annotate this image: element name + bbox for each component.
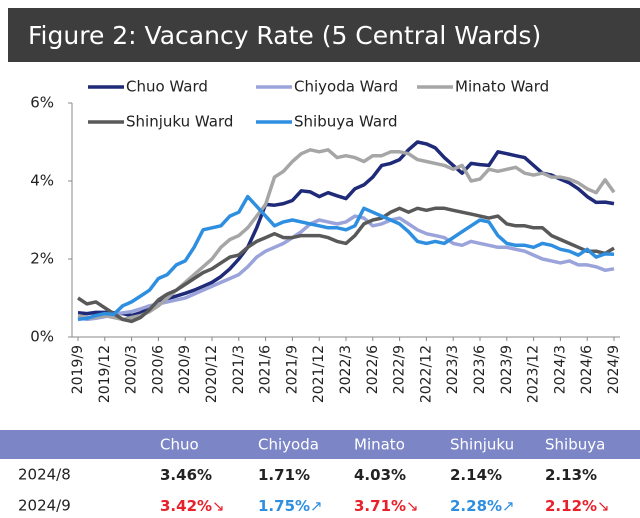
cell-value: 4.03% xyxy=(354,466,406,484)
x-tick-label: 2022/3 xyxy=(338,345,354,394)
series-line xyxy=(77,148,616,322)
legend-label: Shibuya Ward xyxy=(294,113,398,131)
x-tick-label: 2021/3 xyxy=(231,345,247,394)
row-label: 2024/9 xyxy=(18,497,71,515)
legend-label: Chiyoda Ward xyxy=(294,78,398,96)
x-tick-label: 2021/6 xyxy=(258,345,274,394)
cell-arrow: ↗ xyxy=(310,497,323,515)
series-line xyxy=(77,194,615,322)
x-tick-label: 2023/3 xyxy=(445,345,461,394)
table-cell: 2.14% xyxy=(450,466,502,484)
cell-arrow: ↗ xyxy=(502,497,515,515)
table-cell: 2.13% xyxy=(545,466,597,484)
cell-arrow: ↘ xyxy=(597,497,610,515)
cell-value: 2.28% xyxy=(450,497,502,515)
x-tick-label: 2024/3 xyxy=(552,345,568,394)
x-tick-label: 2022/12 xyxy=(418,345,434,403)
x-tick-label: 2020/9 xyxy=(177,345,193,394)
table-cell: 1.75%↗ xyxy=(258,497,323,515)
legend-label: Minato Ward xyxy=(455,78,549,96)
table-cell: 2.12%↘ xyxy=(545,497,610,515)
cell-arrow: ↘ xyxy=(212,497,225,515)
title-bar xyxy=(8,8,640,62)
table-cell: 3.71%↘ xyxy=(354,497,419,515)
x-tick-label: 2020/3 xyxy=(124,345,140,394)
y-tick-label: 6% xyxy=(30,94,54,112)
table-header-cell: Chuo xyxy=(160,436,199,454)
x-tick-label: 2024/6 xyxy=(579,345,595,394)
cell-value: 2.12% xyxy=(545,497,597,515)
x-tick-label: 2023/9 xyxy=(499,345,515,394)
x-tick-label: 2022/6 xyxy=(365,345,381,394)
chart-title: Figure 2: Vacancy Rate (5 Central Wards) xyxy=(28,21,541,50)
table-header-cell: Shibuya xyxy=(545,436,605,454)
x-tick-label: 2021/9 xyxy=(284,345,300,394)
cell-value: 2.13% xyxy=(545,466,597,484)
cell-value: 1.71% xyxy=(258,466,310,484)
table-cell: 1.71% xyxy=(258,466,310,484)
row-label: 2024/8 xyxy=(18,466,71,484)
x-tick-label: 2023/6 xyxy=(472,345,488,394)
y-tick-label: 2% xyxy=(30,250,54,268)
x-tick-label: 2023/12 xyxy=(526,345,542,403)
table-header-cell: Chiyoda xyxy=(258,436,319,454)
x-tick-label: 2020/12 xyxy=(204,345,220,403)
table-cell: 4.03% xyxy=(354,466,406,484)
series-line xyxy=(77,206,615,324)
x-tick-label: 2022/9 xyxy=(392,345,408,394)
x-tick-label: 2019/9 xyxy=(70,345,86,394)
x-tick-label: 2020/6 xyxy=(150,345,166,394)
table-cell: 3.46% xyxy=(160,466,212,484)
table-cell: 3.42%↘ xyxy=(160,497,225,515)
table-cell: 2.28%↗ xyxy=(450,497,515,515)
y-tick-label: 4% xyxy=(30,172,54,190)
table-header-cell: Shinjuku xyxy=(450,436,514,454)
y-tick-label: 0% xyxy=(30,328,54,346)
x-tick-label: 2021/12 xyxy=(311,345,327,403)
cell-value: 3.71% xyxy=(354,497,406,515)
legend-label: Shinjuku Ward xyxy=(126,113,233,131)
series-line xyxy=(77,214,615,322)
cell-value: 1.75% xyxy=(258,497,310,515)
x-tick-label: 2019/12 xyxy=(97,345,113,403)
table-header xyxy=(0,430,640,459)
cell-value: 2.14% xyxy=(450,466,502,484)
cell-arrow: ↘ xyxy=(406,497,419,515)
cell-value: 3.46% xyxy=(160,466,212,484)
table-header-cell: Minato xyxy=(354,436,405,454)
legend-label: Chuo Ward xyxy=(126,78,208,96)
cell-value: 3.42% xyxy=(160,497,212,515)
x-tick-label: 2024/9 xyxy=(606,345,622,394)
